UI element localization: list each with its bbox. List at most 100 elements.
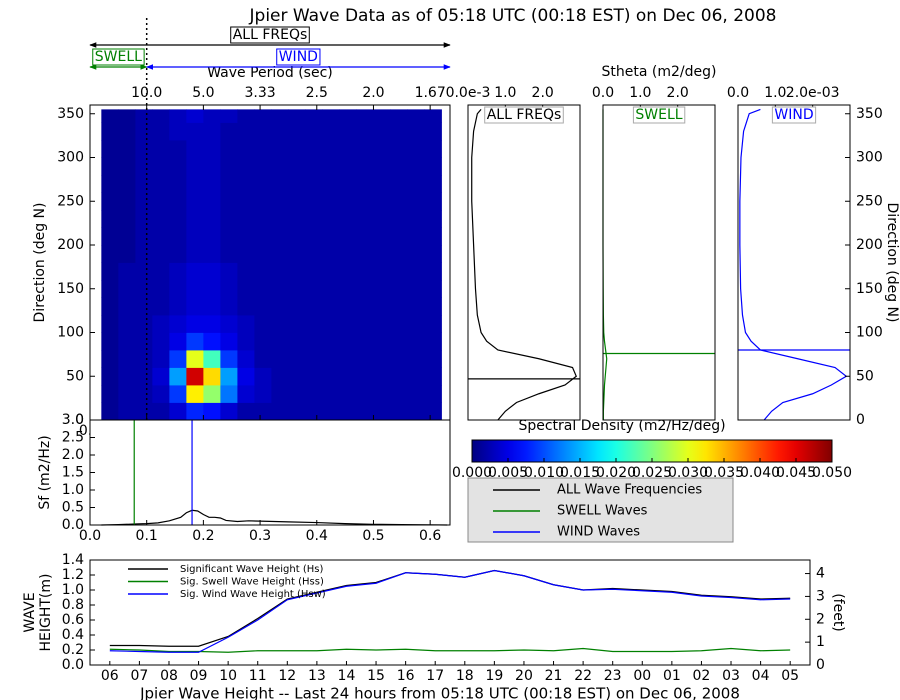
heatmap-cell (118, 122, 136, 141)
heatmap-cell (220, 315, 238, 333)
heatmap-cell (407, 210, 425, 228)
heatmap-cell (424, 332, 442, 351)
heatmap-cell (356, 122, 374, 141)
y-tick-label: 250 (57, 193, 84, 209)
heatmap-cell (373, 402, 391, 421)
heatmap-cell (373, 210, 391, 228)
figure-title: Jpier Wave Data as of 05:18 UTC (00:18 E… (249, 6, 777, 26)
heatmap-cell (118, 385, 136, 403)
heatmap-cell (424, 262, 442, 281)
heatmap-cell (220, 385, 238, 403)
heatmap-cell (237, 192, 255, 211)
heatmap-cell (373, 192, 391, 211)
heatmap-cell (390, 157, 408, 176)
heatmap-cell (305, 140, 323, 158)
heatmap-cell (237, 175, 255, 193)
x-axis-label: Jpier Wave Height -- Last 24 hours from … (139, 685, 740, 700)
heatmap-cell (186, 192, 204, 211)
legend-label: SWELL Waves (557, 504, 648, 519)
heatmap-cell (220, 350, 238, 368)
heatmap-cell (254, 280, 272, 298)
x-tick-label: 2.0 (532, 85, 554, 101)
heatmap-cell (254, 350, 272, 368)
heatmap-cell (322, 122, 340, 141)
heatmap-cell (203, 122, 221, 141)
heatmap-cell (424, 109, 442, 123)
y-tick-label: 2 (816, 611, 825, 627)
heatmap-cell (339, 350, 357, 368)
heatmap-cell (169, 402, 187, 421)
heatmap-cell (203, 227, 221, 246)
heatmap-cell (169, 280, 187, 298)
annotation-label: WIND (279, 49, 318, 65)
series-line (101, 509, 448, 526)
x-tick-label: 17 (426, 668, 444, 684)
heatmap-cell (203, 192, 221, 211)
heatmap-cell (305, 315, 323, 333)
heatmap-cell (186, 280, 204, 298)
heatmap-cell (424, 350, 442, 368)
heatmap-cell (373, 157, 391, 176)
heatmap-cell (339, 210, 357, 228)
heatmap-cell (186, 122, 204, 141)
heatmap-cell (424, 157, 442, 176)
heatmap-cell (203, 210, 221, 228)
heatmap-cell (152, 315, 170, 333)
x-tick-label: 0.6 (419, 528, 441, 544)
y-tick-label: 150 (57, 281, 84, 297)
heatmap-cell (186, 140, 204, 158)
heatmap-cell (271, 109, 289, 123)
heatmap-cell (118, 140, 136, 158)
heatmap-cell (101, 332, 119, 351)
heatmap-cell (407, 332, 425, 351)
heatmap-cell (407, 280, 425, 298)
heatmap-cell (101, 210, 119, 228)
heatmap-cell (271, 385, 289, 403)
heatmap-cell (373, 280, 391, 298)
heatmap-cell (220, 122, 238, 141)
heatmap-cell (271, 367, 289, 386)
heatmap-cell (424, 385, 442, 403)
heatmap-cell (424, 122, 442, 141)
heatmap-cell (169, 210, 187, 228)
x-tick-label: 18 (456, 668, 474, 684)
heatmap-cell (186, 385, 204, 403)
x-tick-label: 22 (574, 668, 592, 684)
heatmap-cell (220, 367, 238, 386)
y-tick-label: 2.5 (62, 430, 84, 446)
y-tick-label: 0.0 (62, 517, 84, 533)
heatmap-cell (135, 350, 153, 368)
heatmap-cell (135, 402, 153, 421)
axis-label: Sf (m2/Hz) (37, 435, 53, 509)
heatmap-cell (220, 297, 238, 316)
heatmap-cell (101, 140, 119, 158)
heatmap-cell (152, 350, 170, 368)
heatmap-cell (288, 245, 306, 263)
heatmap-cell (203, 280, 221, 298)
heatmap-cell (169, 140, 187, 158)
x-tick-label: 02 (693, 668, 711, 684)
heatmap-cell (339, 385, 357, 403)
y-tick-label: 100 (856, 325, 883, 341)
axes-frame (737, 104, 851, 421)
heatmap-cell (322, 109, 340, 123)
heatmap-cell (169, 315, 187, 333)
heatmap-cell (220, 332, 238, 351)
heatmap-cell (305, 192, 323, 211)
heatmap-cell (271, 332, 289, 351)
heatmap-cell (118, 262, 136, 281)
heatmap-cell (254, 227, 272, 246)
heatmap-cell (356, 367, 374, 386)
heatmap-cell (169, 192, 187, 211)
heatmap-cell (288, 332, 306, 351)
panel-title: ALL FREQs (487, 107, 562, 123)
heatmap-cell (135, 315, 153, 333)
annotation-box (230, 26, 310, 44)
heatmap-cell (186, 227, 204, 246)
colorbar-tick-label: 0.030 (668, 465, 708, 481)
heatmap-cell (186, 315, 204, 333)
heatmap-cell (135, 227, 153, 246)
heatmap-cell (339, 227, 357, 246)
colorbar-tick-label: 0.050 (812, 465, 852, 481)
